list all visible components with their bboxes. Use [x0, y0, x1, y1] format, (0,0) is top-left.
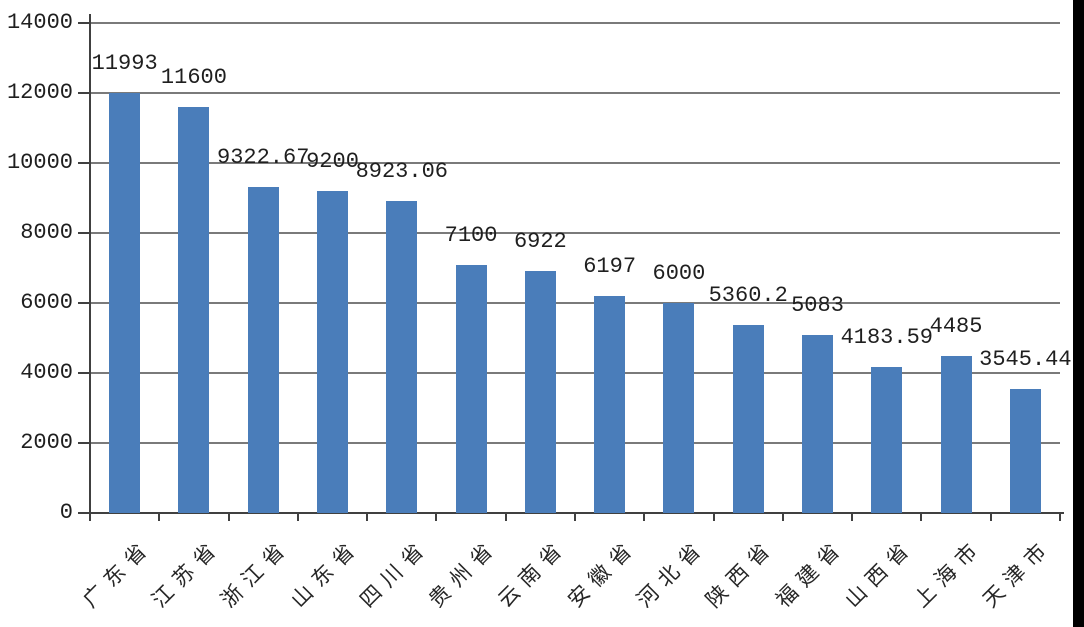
bar-value-label: 11993	[91, 51, 158, 77]
x-axis-category-label: 江苏省	[147, 533, 226, 613]
y-axis-label: 4000	[20, 360, 73, 385]
gridline	[90, 92, 1060, 94]
bar-value-label: 7100	[444, 222, 498, 248]
x-axis-category-label: 陕西省	[701, 533, 780, 613]
x-axis-tick	[89, 513, 91, 521]
x-axis-tick	[574, 513, 576, 521]
bar	[524, 270, 556, 513]
gridline	[90, 302, 1060, 304]
bar-value-label: 6197	[583, 254, 637, 280]
gridline	[90, 442, 1060, 444]
bar	[940, 356, 972, 513]
x-axis-category-label: 四川省	[354, 533, 434, 613]
bar-value-label: 6000	[652, 261, 706, 286]
bar	[871, 366, 903, 513]
x-axis-tick	[366, 513, 369, 521]
x-axis-category-label: 浙江省	[216, 533, 295, 613]
x-axis-tick	[712, 513, 715, 521]
x-axis-category-label: 河北省	[632, 533, 711, 613]
y-axis-line	[89, 14, 91, 515]
y-axis-label: 10000	[6, 150, 73, 175]
y-axis-tick	[78, 442, 91, 444]
y-axis-tick	[78, 232, 91, 234]
bar	[247, 186, 279, 513]
bar-value-label: 8923.06	[355, 158, 448, 184]
y-axis-label: 0	[59, 500, 73, 525]
bar	[1009, 388, 1041, 513]
x-axis-category-label: 云南省	[493, 533, 573, 613]
y-axis-tick	[78, 22, 91, 24]
bar-value-label: 5083	[791, 293, 844, 319]
bar	[732, 325, 764, 513]
x-axis-tick	[227, 513, 230, 521]
x-axis-tick	[920, 513, 923, 521]
x-axis-tick	[989, 513, 992, 521]
x-axis-category-label: 福建省	[770, 533, 850, 613]
y-axis-tick	[78, 162, 91, 164]
y-axis-tick	[78, 372, 91, 374]
bar-value-label: 4485	[929, 314, 983, 340]
bar-value-label: 9200	[306, 149, 359, 174]
y-axis-label: 6000	[20, 290, 73, 315]
x-axis-tick	[643, 513, 646, 521]
y-axis-label: 8000	[20, 220, 73, 245]
x-axis-tick	[1059, 513, 1061, 521]
y-axis-tick	[78, 302, 91, 304]
screen-right-edge-strip	[1073, 0, 1084, 627]
gridline	[90, 232, 1060, 234]
x-axis-category-label: 上海市	[909, 533, 988, 613]
bar	[386, 200, 418, 513]
y-axis-label: 12000	[6, 80, 73, 105]
x-axis-category-label: 天津市	[978, 533, 1058, 613]
bar-value-label: 11600	[160, 65, 227, 90]
x-axis-tick	[504, 513, 507, 521]
y-axis-tick	[78, 92, 91, 94]
x-axis-tick	[781, 513, 784, 521]
y-axis-label: 14000	[6, 10, 73, 35]
gridline	[90, 372, 1060, 374]
gridline	[90, 22, 1060, 24]
bar-value-label: 9322.67	[216, 144, 310, 170]
x-axis-tick	[296, 513, 299, 521]
x-axis-category-label: 广东省	[77, 533, 157, 613]
gridline	[90, 162, 1060, 164]
x-axis-category-label: 贵州省	[424, 533, 503, 613]
bar-value-label: 4183.59	[840, 324, 933, 350]
bar-value-label: 3545.44	[979, 346, 1072, 372]
bar	[455, 264, 487, 513]
y-axis-label: 2000	[20, 430, 73, 455]
bar-value-label: 6922	[513, 228, 567, 254]
x-axis-category-label: 安徽省	[562, 533, 642, 613]
bar	[317, 191, 348, 513]
x-axis-tick	[158, 513, 161, 521]
bar-value-label: 5360.2	[708, 283, 788, 309]
x-axis-tick	[851, 513, 854, 521]
bar	[802, 335, 833, 513]
x-axis-category-label: 山西省	[839, 533, 919, 613]
bar	[594, 296, 626, 513]
bar	[663, 303, 695, 513]
x-axis-tick	[435, 513, 438, 521]
bar	[109, 93, 141, 513]
bar	[178, 107, 210, 513]
x-axis-category-label: 山东省	[285, 533, 365, 613]
